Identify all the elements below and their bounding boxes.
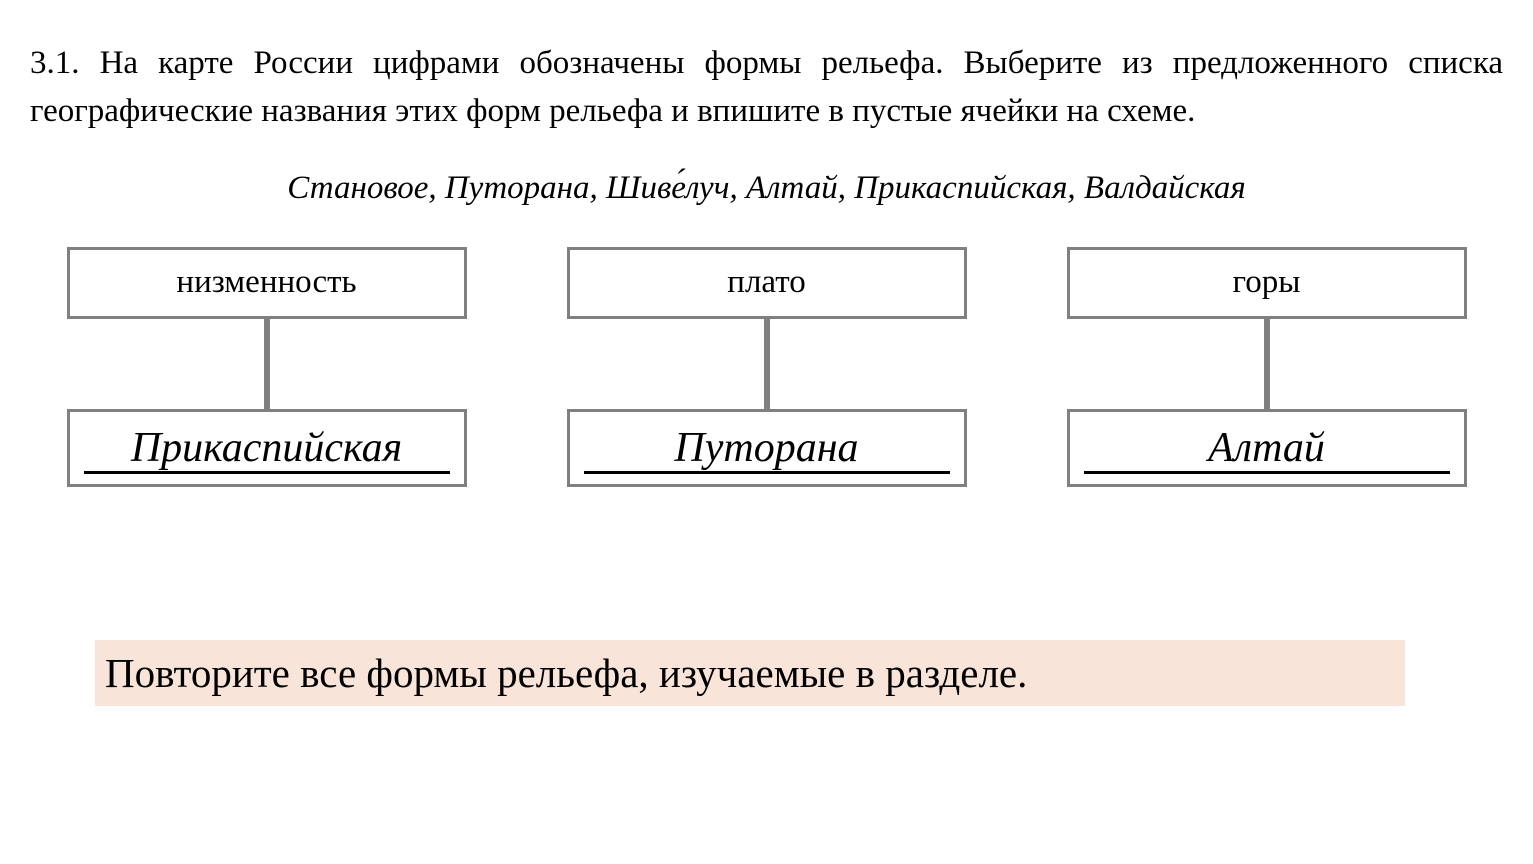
diagram-column: плато Путорана [567, 247, 967, 487]
answer-text: Прикаспийская [125, 424, 408, 472]
question-number: 3.1. [30, 45, 80, 81]
answer-box[interactable]: Алтай [1067, 409, 1467, 487]
diagram: низменность Прикаспийская плато Путорана… [67, 247, 1467, 487]
connector-line [1264, 319, 1270, 409]
question-text: 3.1. На карте России цифрами обозначены … [30, 40, 1503, 136]
category-label: плато [727, 264, 805, 301]
category-label: низменность [176, 264, 356, 301]
answer-underline [1084, 471, 1450, 474]
category-box: плато [567, 247, 967, 319]
question-body: На карте России цифрами обозначены формы… [30, 45, 1503, 129]
connector-line [264, 319, 270, 409]
category-box: низменность [67, 247, 467, 319]
answer-text: Путорана [668, 424, 864, 472]
note-text: Повторите все формы рельефа, изучаемые в… [105, 649, 1027, 697]
diagram-column: горы Алтай [1067, 247, 1467, 487]
answer-underline [584, 471, 950, 474]
answer-box[interactable]: Путорана [567, 409, 967, 487]
category-label: горы [1233, 264, 1301, 301]
options-line: Становое, Путорана, Шиве́луч, Алтай, При… [30, 170, 1503, 207]
answer-text: Алтай [1202, 424, 1331, 472]
answer-box[interactable]: Прикаспийская [67, 409, 467, 487]
connector-line [764, 319, 770, 409]
note-banner: Повторите все формы рельефа, изучаемые в… [95, 640, 1405, 706]
page: 3.1. На карте России цифрами обозначены … [0, 0, 1533, 864]
diagram-column: низменность Прикаспийская [67, 247, 467, 487]
answer-underline [84, 471, 450, 474]
category-box: горы [1067, 247, 1467, 319]
